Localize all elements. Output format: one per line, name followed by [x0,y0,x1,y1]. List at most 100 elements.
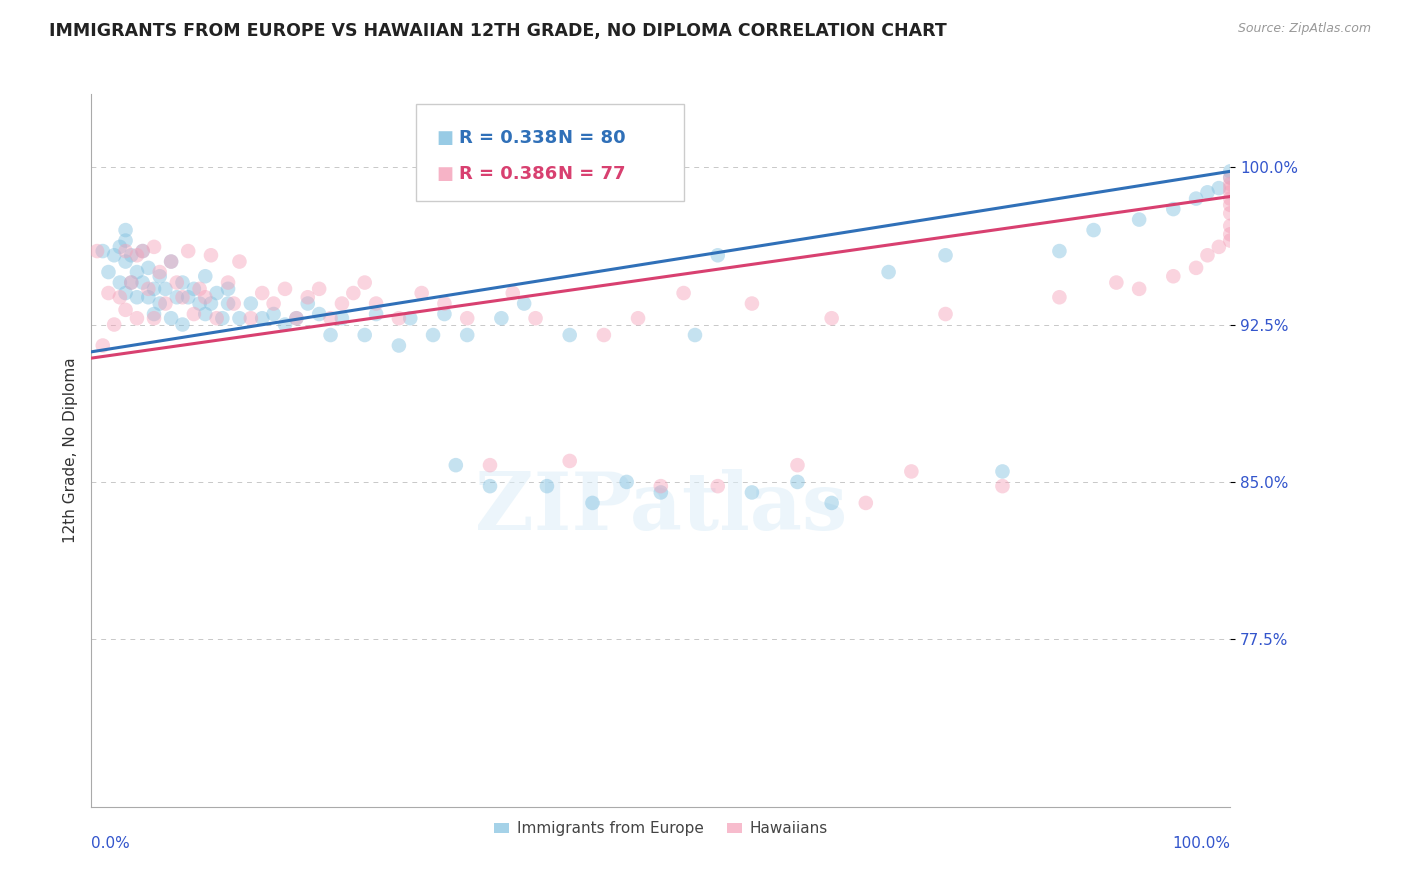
Text: ■: ■ [436,165,454,183]
Point [1219,170,1241,185]
Point [297,290,319,304]
Point [683,328,706,343]
Point [330,311,353,326]
Text: IMMIGRANTS FROM EUROPE VS HAWAIIAN 12TH GRADE, NO DIPLOMA CORRELATION CHART: IMMIGRANTS FROM EUROPE VS HAWAIIAN 12TH … [49,22,948,40]
Point [877,265,900,279]
Point [205,286,228,301]
Point [114,254,136,268]
Point [143,307,166,321]
Text: 0.0%: 0.0% [91,836,131,851]
Point [131,276,153,290]
Point [149,265,172,279]
Point [97,286,120,301]
Point [1185,260,1208,275]
Point [1161,202,1184,216]
Point [86,244,108,258]
Point [991,465,1014,479]
Point [411,286,433,301]
Point [1219,219,1241,233]
Point [364,307,387,321]
Point [125,290,148,304]
Point [1083,223,1105,237]
Point [1128,282,1150,296]
Point [855,496,877,510]
Text: N = 77: N = 77 [558,165,626,183]
Y-axis label: 12th Grade, No Diploma: 12th Grade, No Diploma [62,358,77,543]
Point [120,276,142,290]
Point [558,454,581,468]
Point [388,311,411,326]
Point [1219,192,1241,206]
Point [786,458,808,472]
Point [114,244,136,258]
Point [200,296,222,310]
Text: 100.0%: 100.0% [1173,836,1230,851]
Point [319,311,342,326]
Point [103,318,125,332]
Point [308,307,330,321]
Point [274,282,297,296]
Point [433,296,456,310]
Point [149,296,172,310]
Point [456,311,478,326]
Point [581,496,603,510]
Point [160,254,183,268]
Text: Source: ZipAtlas.com: Source: ZipAtlas.com [1237,22,1371,36]
Point [1197,186,1219,200]
Point [143,282,166,296]
Text: N = 80: N = 80 [558,129,626,147]
Point [108,290,131,304]
Point [1219,206,1241,220]
Point [194,307,217,321]
Point [97,265,120,279]
Point [1208,181,1230,195]
Point [616,475,638,489]
Point [172,318,194,332]
Point [228,254,250,268]
Point [319,328,342,343]
Point [433,307,456,321]
Text: R = 0.338: R = 0.338 [460,129,558,147]
Point [120,248,142,262]
Text: ZIPatlas: ZIPatlas [475,468,846,547]
Point [707,479,730,493]
Point [263,307,285,321]
Point [285,311,308,326]
Point [138,290,160,304]
Point [741,296,763,310]
Point [183,307,205,321]
Point [228,311,250,326]
Legend: Immigrants from Europe, Hawaiians: Immigrants from Europe, Hawaiians [488,815,834,842]
Point [786,475,808,489]
Point [353,276,375,290]
Point [138,260,160,275]
Point [91,338,114,352]
Point [155,296,177,310]
Point [108,276,131,290]
Point [160,311,183,326]
Point [1047,244,1071,258]
Point [991,479,1014,493]
Point [707,248,730,262]
Point [1197,248,1219,262]
Point [491,311,513,326]
Point [1219,164,1241,178]
Point [934,248,956,262]
Point [672,286,695,301]
Point [1128,212,1150,227]
Point [1219,181,1241,195]
Point [821,311,844,326]
Point [1219,227,1241,242]
Point [1219,177,1241,191]
Point [103,248,125,262]
Point [1105,276,1128,290]
Point [125,311,148,326]
Point [364,296,387,310]
Point [650,479,672,493]
Point [177,244,200,258]
Point [513,296,536,310]
Point [91,244,114,258]
Text: ■: ■ [436,129,454,147]
Point [160,254,183,268]
Point [478,458,501,472]
